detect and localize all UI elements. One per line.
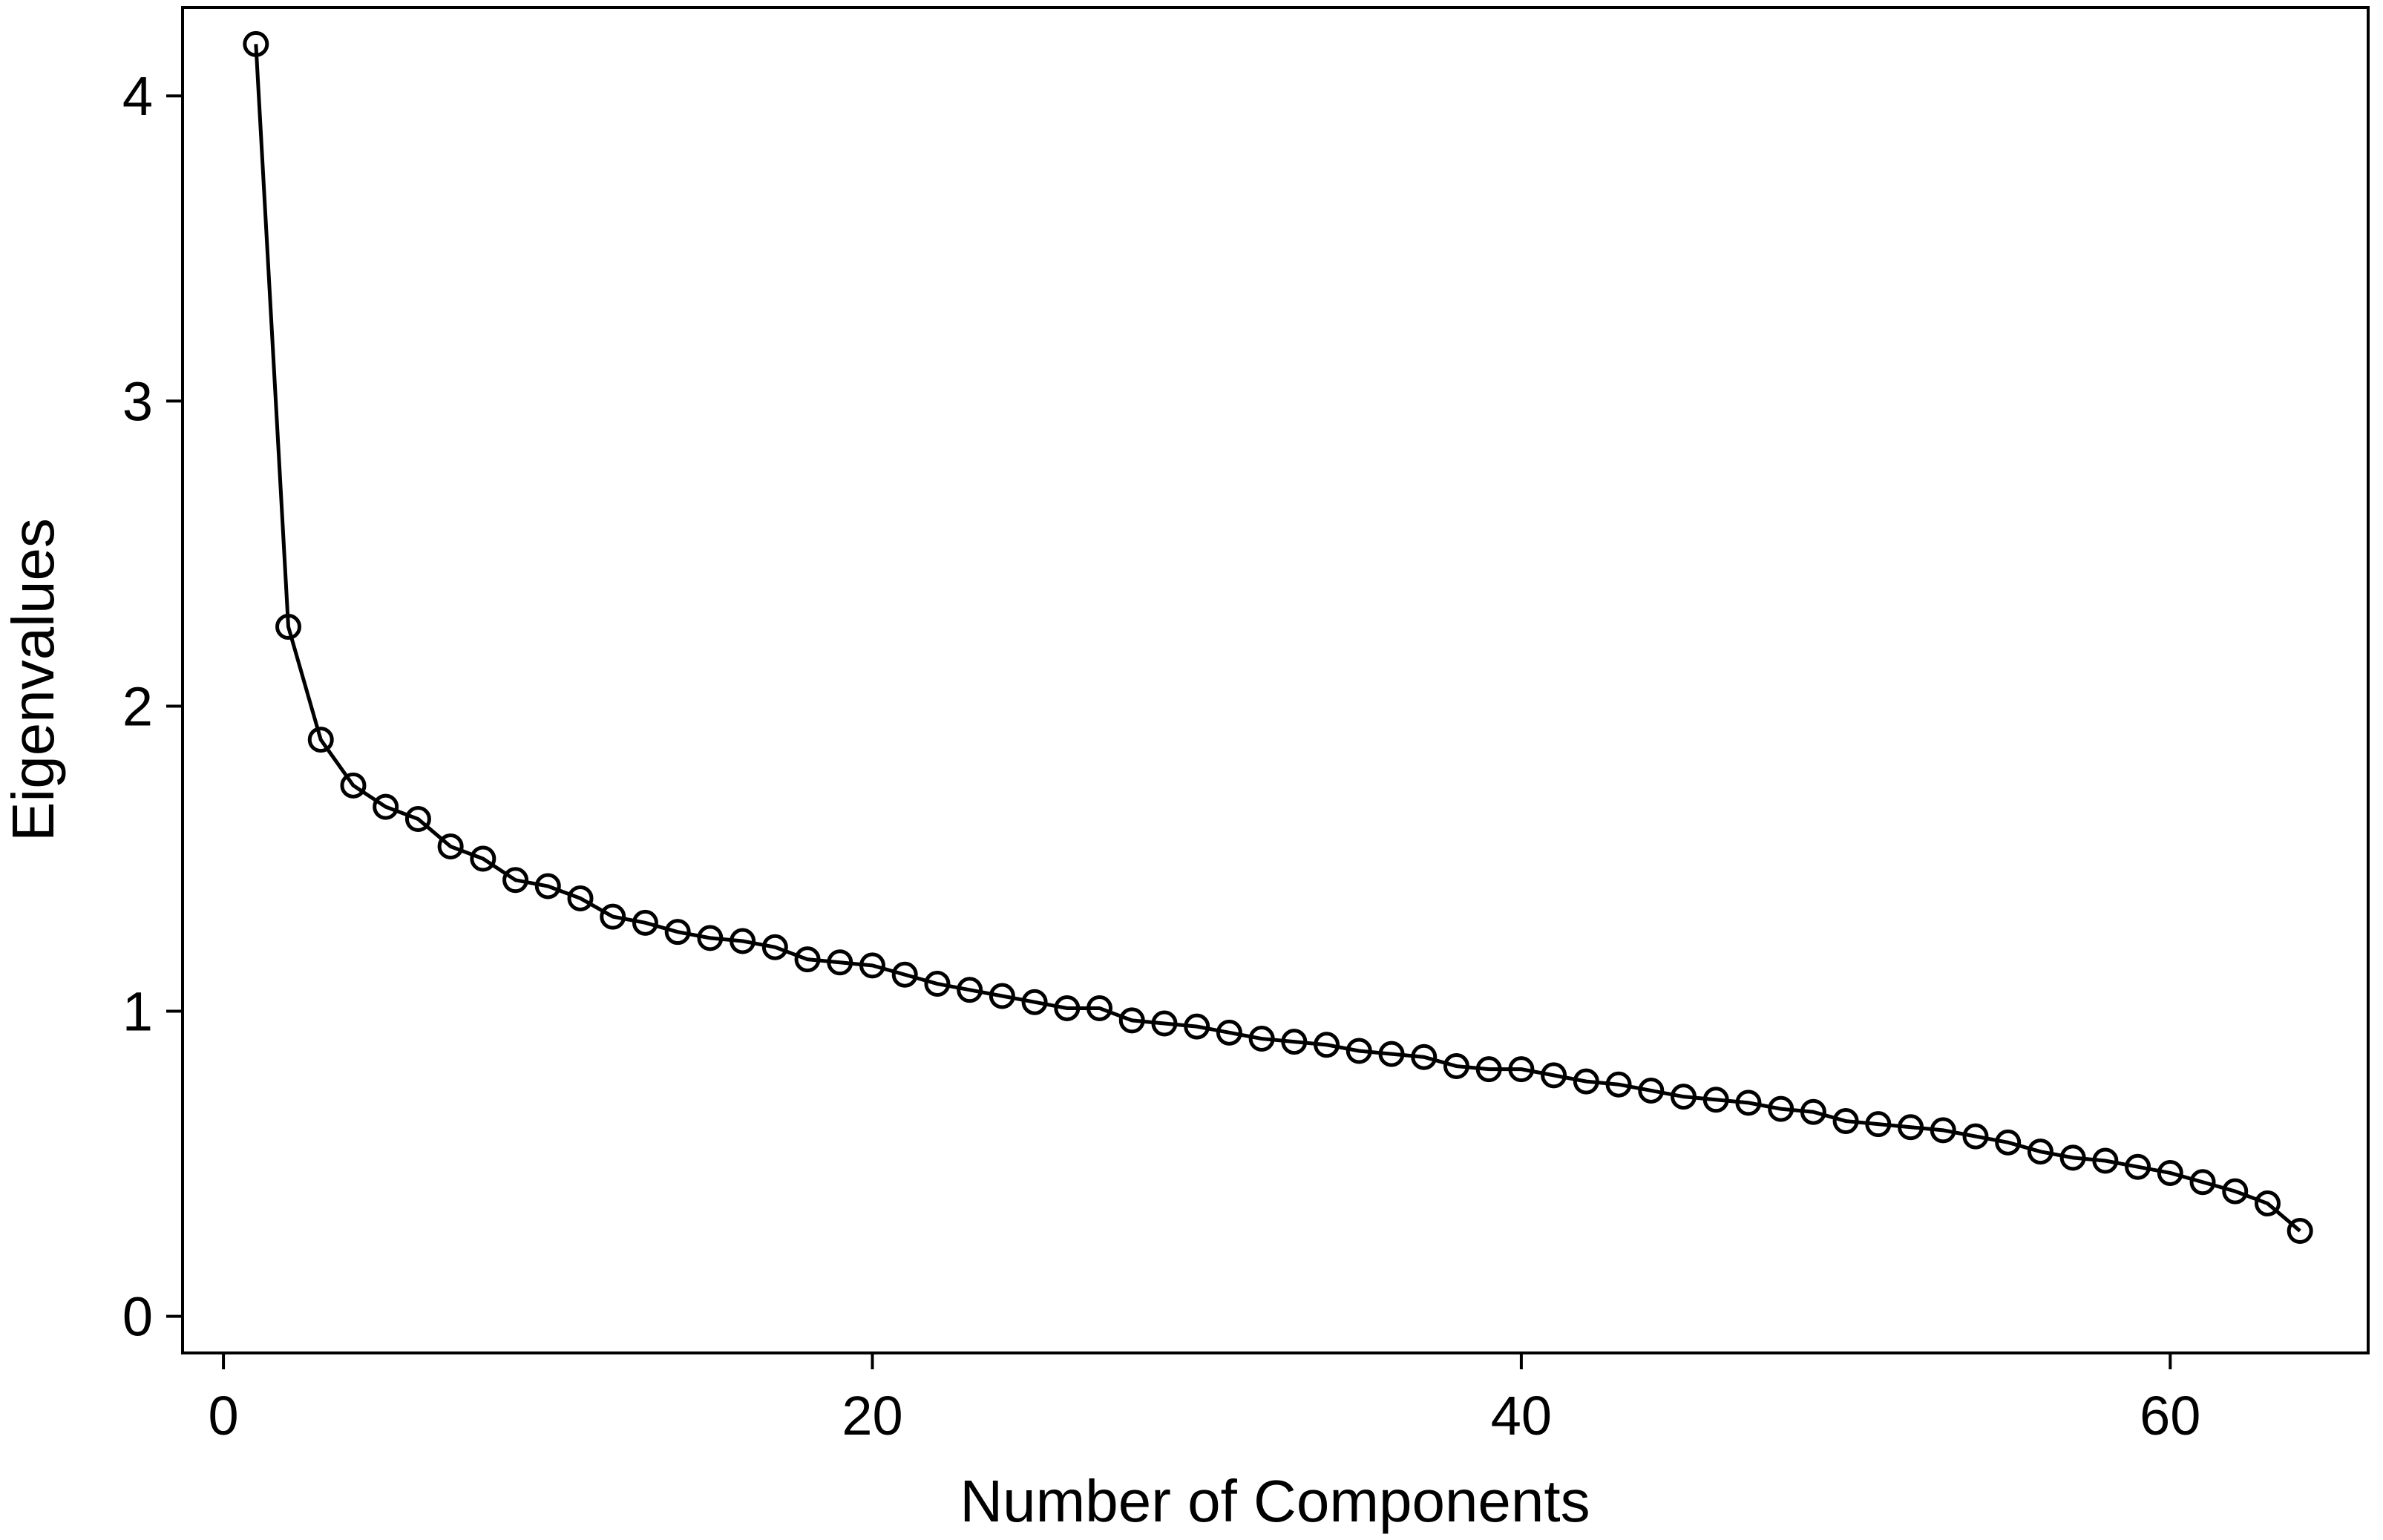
data-point — [827, 949, 853, 976]
data-point — [1930, 1117, 1956, 1144]
data-point — [1443, 1053, 1469, 1080]
data-point — [1800, 1098, 1826, 1125]
y-tick-label: 0 — [122, 1286, 153, 1348]
data-point — [307, 727, 334, 753]
data-point — [859, 952, 885, 979]
x-tick-label: 40 — [1491, 1385, 1552, 1446]
data-point — [470, 845, 496, 872]
data-point — [534, 873, 561, 900]
data-point — [437, 833, 464, 860]
data-point — [1118, 1007, 1145, 1034]
y-tick-label: 3 — [122, 370, 153, 432]
data-point — [697, 925, 724, 951]
data-point — [891, 961, 918, 988]
data-point — [243, 30, 269, 57]
data-point — [600, 903, 626, 930]
x-tick-label: 20 — [842, 1385, 902, 1446]
data-point — [1508, 1056, 1535, 1083]
data-point — [1962, 1123, 1989, 1150]
data-point — [1735, 1090, 1762, 1116]
data-point — [340, 772, 367, 799]
data-point — [924, 971, 951, 997]
data-point — [373, 793, 399, 820]
data-point — [957, 977, 983, 1003]
data-point — [1768, 1095, 1794, 1122]
data-point — [1021, 989, 1048, 1015]
data-point — [1832, 1108, 1859, 1135]
data-point — [1638, 1077, 1665, 1104]
data-point — [2189, 1169, 2216, 1196]
data-point — [1248, 1026, 1275, 1052]
data-point — [1216, 1019, 1242, 1046]
data-point — [1702, 1087, 1729, 1113]
data-point — [1151, 1010, 1178, 1037]
data-line — [254, 44, 2301, 1233]
data-point — [2027, 1138, 2053, 1165]
data-point — [1184, 1013, 1210, 1040]
data-point — [1314, 1032, 1340, 1058]
data-point — [794, 946, 821, 973]
data-point — [1054, 995, 1081, 1021]
data-point — [1995, 1129, 2022, 1156]
data-point — [989, 983, 1015, 1009]
x-tick-label: 60 — [2140, 1385, 2200, 1446]
data-point — [1573, 1068, 1599, 1095]
data-point — [2157, 1159, 2183, 1186]
x-tick-label: 0 — [209, 1385, 239, 1446]
plot-frame — [181, 6, 2370, 1354]
data-point — [1345, 1038, 1372, 1064]
x-axis-title: Number of Components — [960, 1468, 1590, 1534]
data-point — [1865, 1111, 1892, 1138]
data-point — [2059, 1144, 2086, 1171]
data-point — [275, 614, 302, 640]
data-point — [1898, 1114, 1924, 1141]
data-point — [632, 909, 658, 936]
data-point — [502, 867, 529, 894]
data-point — [1475, 1056, 1502, 1083]
y-tick-label: 4 — [122, 65, 153, 127]
y-tick-label: 2 — [122, 675, 153, 737]
data-point — [761, 934, 788, 960]
data-point — [1541, 1062, 1567, 1089]
data-point — [2222, 1178, 2249, 1205]
data-point — [567, 885, 594, 911]
data-point — [404, 806, 431, 833]
data-point — [1086, 995, 1113, 1021]
data-point — [1378, 1041, 1405, 1067]
y-axis-title: Eigenvalues — [0, 518, 66, 842]
data-point — [2287, 1218, 2313, 1245]
y-tick-label: 1 — [122, 981, 153, 1043]
data-point — [730, 928, 756, 954]
data-point — [1411, 1043, 1438, 1070]
data-point — [2254, 1190, 2281, 1217]
data-point — [1671, 1084, 1697, 1110]
data-point — [664, 919, 691, 946]
data-point — [2125, 1153, 2151, 1180]
data-point — [1605, 1071, 1632, 1098]
data-point — [1281, 1029, 1308, 1055]
data-point — [2092, 1147, 2119, 1174]
